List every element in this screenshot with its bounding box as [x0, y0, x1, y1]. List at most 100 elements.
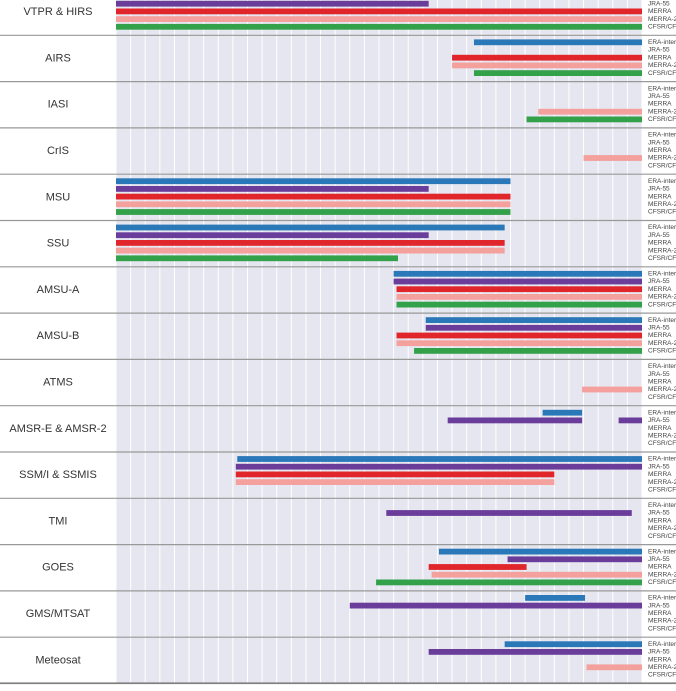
bar: [542, 409, 583, 416]
row-label: JRA-55: [648, 186, 670, 193]
row-label: ERA-interim: [648, 641, 676, 648]
bar: [473, 39, 642, 46]
row-label: ERA-interim: [648, 409, 676, 416]
row-label: CFSR/CFSv2: [648, 487, 676, 494]
bar: [428, 649, 642, 655]
bar: [116, 224, 505, 231]
bar: [586, 664, 642, 671]
group-label: SSU: [47, 238, 70, 250]
row-label: MERRA: [648, 425, 672, 432]
bar: [431, 571, 642, 578]
bar: [425, 324, 642, 331]
row-label: MERRA-2: [648, 201, 676, 208]
row-label: MERRA-2: [648, 664, 676, 671]
bar: [425, 317, 642, 323]
row-label: MERRA: [648, 240, 672, 247]
bar: [507, 556, 642, 563]
bar: [116, 23, 642, 30]
bar: [428, 564, 527, 570]
group-label: AMSU-A: [37, 284, 80, 296]
row-label: MERRA-2: [648, 108, 676, 115]
row-label: MERRA: [648, 471, 672, 478]
row-label: MERRA-2: [648, 479, 676, 486]
row-label: JRA-55: [648, 0, 670, 7]
bar: [393, 278, 642, 285]
row-label: ERA-interim: [648, 548, 676, 555]
row-label: ERA-interim: [648, 502, 676, 509]
row-label: CFSR/CFSv2: [648, 625, 676, 632]
bar: [473, 70, 642, 76]
group-label: VTPR & HIRS: [23, 6, 92, 18]
row-label: JRA-55: [648, 278, 670, 285]
row-label: JRA-55: [648, 510, 670, 517]
row-label: MERRA-2: [648, 16, 676, 23]
row-label: MERRA: [648, 564, 672, 571]
bar: [235, 471, 555, 478]
row-label: CFSR/CFSv2: [648, 162, 676, 169]
bar: [116, 193, 511, 200]
row-label: MERRA: [648, 656, 672, 663]
row-label: JRA-55: [648, 325, 670, 332]
group-label: MSU: [46, 191, 71, 203]
group-label: AMSR-E & AMSR-2: [9, 423, 106, 435]
bar: [438, 548, 642, 555]
row-label: ERA-interim: [648, 363, 676, 370]
row-label: MERRA-2: [648, 294, 676, 301]
row-label: ERA-interim: [648, 456, 676, 463]
bar: [116, 186, 429, 192]
bar: [538, 108, 642, 115]
group-label: TMI: [49, 515, 68, 527]
row-label: CFSR/CFSv2: [648, 70, 676, 77]
bar: [116, 8, 642, 15]
bar: [116, 232, 429, 239]
bar: [396, 294, 642, 300]
bar: [116, 201, 511, 208]
row-label: ERA-interim: [648, 271, 676, 278]
row-label: MERRA: [648, 54, 672, 61]
bar: [349, 602, 642, 609]
bar: [396, 301, 642, 308]
row-label: ERA-interim: [648, 85, 676, 92]
group-label: SSM/I & SSMIS: [19, 469, 97, 481]
bar: [396, 286, 642, 293]
row-label: CFSR/CFSv2: [648, 209, 676, 216]
row-label: JRA-55: [648, 602, 670, 609]
row-label: ERA-interim: [648, 317, 676, 324]
bar: [116, 255, 398, 262]
bar: [526, 116, 642, 123]
row-label: MERRA: [648, 517, 672, 524]
row-label: MERRA-2: [648, 155, 676, 162]
bar: [396, 332, 642, 339]
bar: [452, 62, 642, 69]
row-label: CFSR/CFSv2: [648, 301, 676, 308]
bar: [235, 479, 555, 485]
row-label: MERRA: [648, 147, 672, 154]
group-label: AMSU-B: [37, 330, 80, 342]
row-label: MERRA-2: [648, 62, 676, 69]
group-label: Meteosat: [35, 654, 80, 666]
row-label: MERRA: [648, 101, 672, 108]
row-label: MERRA-2: [648, 433, 676, 440]
row-label: MERRA-2: [648, 386, 676, 393]
bar: [116, 240, 505, 246]
bar: [447, 417, 583, 424]
bar: [116, 0, 429, 7]
group-label: GMS/MTSAT: [26, 608, 91, 620]
row-label: ERA-interim: [648, 39, 676, 46]
bar: [376, 579, 642, 586]
group-label: IASI: [48, 99, 69, 111]
bar: [525, 595, 586, 601]
row-label: ERA-interim: [648, 178, 676, 185]
row-label: CFSR/CFSv2: [648, 579, 676, 586]
bar: [414, 348, 642, 354]
bar: [618, 417, 642, 424]
row-label: CFSR/CFSv2: [648, 116, 676, 123]
bar: [116, 16, 642, 22]
bar: [396, 340, 642, 347]
row-label: MERRA: [648, 379, 672, 386]
row-label: CFSR/CFSv2: [648, 394, 676, 401]
row-label: MERRA: [648, 193, 672, 200]
row-label: JRA-55: [648, 232, 670, 239]
bar: [116, 178, 511, 185]
